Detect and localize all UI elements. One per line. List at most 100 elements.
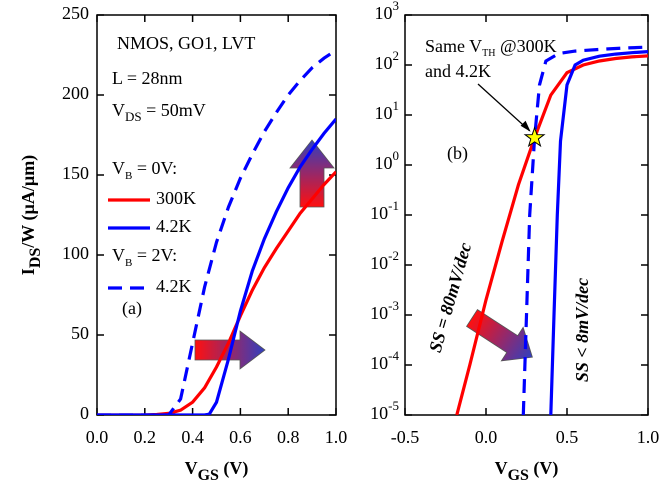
legend-header-part: B	[125, 257, 132, 269]
y-tick-label: 10-3	[370, 298, 399, 323]
y-tick-exponent: -2	[388, 248, 399, 263]
y-tick-label: 10-5	[370, 398, 399, 423]
annotation-part: and 4.2K	[425, 61, 491, 81]
x-axis-label-part: V	[185, 458, 198, 478]
y-tick-exponent: -5	[388, 398, 399, 413]
x-axis-label: VGS (V)	[495, 458, 559, 484]
y-tick-label: 150	[62, 163, 89, 183]
series-line	[455, 54, 648, 415]
x-tick-label: 0.0	[86, 427, 109, 447]
plot-frame-a	[96, 14, 337, 416]
x-tick-label: -0.5	[391, 427, 420, 447]
trend-arrow	[466, 309, 533, 362]
y-tick-base: 10	[375, 53, 393, 73]
x-tick-label: 0.2	[134, 427, 157, 447]
x-tick-label: 0.4	[181, 427, 204, 447]
y-axis-label: IDS/W (µA/µm)	[18, 155, 44, 275]
x-tick-label: 1.0	[325, 427, 348, 447]
legend-header: VB = 0V:	[112, 158, 177, 181]
x-axis-label-part: (V)	[219, 458, 249, 479]
y-tick-base: 10	[370, 353, 388, 373]
y-tick-label: 10-1	[370, 198, 399, 223]
annotation-part: DS	[125, 109, 142, 124]
y-tick-label: 10-4	[370, 348, 399, 373]
y-tick-label: 100	[375, 148, 400, 173]
legend-header: VB = 2V:	[112, 245, 177, 268]
annotation-part: L = 28nm	[112, 68, 182, 88]
y-axis-label-part: /W (µA/µm)	[18, 155, 39, 249]
marker-star	[523, 126, 546, 148]
y-tick-exponent: 1	[393, 98, 400, 113]
y-tick-exponent: 2	[393, 48, 400, 63]
y-tick-exponent: 3	[393, 0, 400, 13]
series-line	[521, 45, 648, 415]
y-tick-exponent: 0	[393, 148, 400, 163]
legend-header-part: = 2V:	[132, 245, 177, 265]
x-axis-label-part: V	[495, 458, 508, 478]
series-line	[97, 48, 336, 415]
pointer-line	[477, 83, 531, 132]
y-axis-label-part: I	[18, 268, 38, 275]
y-tick-base: 10	[370, 253, 388, 273]
annotation: SS < 8mV/dec	[572, 278, 592, 382]
annotation-part: Same V	[425, 36, 482, 56]
series-line	[97, 170, 336, 415]
y-tick-label: 10-2	[370, 248, 399, 273]
annotation: Same VTH @300K	[425, 36, 557, 59]
x-tick-label: 0.5	[556, 427, 579, 447]
y-tick-base: 10	[375, 103, 393, 123]
legend-label: 4.2K	[156, 216, 192, 236]
annotation: VDS = 50mV	[112, 100, 206, 124]
y-tick-exponent: -4	[388, 348, 399, 363]
panel-label: (b)	[447, 143, 468, 164]
annotation: NMOS, GO1, LVT	[117, 33, 255, 53]
annotation-part: @300K	[496, 36, 557, 56]
y-tick-label: 0	[80, 403, 89, 423]
pointer-head	[520, 120, 531, 132]
annotation-part: V	[112, 100, 125, 120]
annotation-part: TH	[482, 48, 495, 59]
y-tick-base: 10	[375, 153, 393, 173]
x-tick-label: 1.0	[637, 427, 660, 447]
y-tick-label: 100	[62, 243, 89, 263]
annotation-part: NMOS, GO1, LVT	[117, 33, 255, 53]
trend-arrow-group	[466, 309, 533, 362]
annotation: SS = 80mV/dec	[425, 240, 475, 354]
x-tick-label: 0.0	[475, 427, 498, 447]
annotation-part: = 50mV	[142, 100, 206, 120]
y-tick-exponent: -1	[388, 198, 399, 213]
y-tick-label: 250	[62, 3, 89, 23]
series-line	[549, 50, 648, 415]
annotation-part: SS = 80mV/dec	[425, 240, 475, 354]
x-tick-label: 0.6	[229, 427, 252, 447]
x-axis-label-part: GS	[198, 467, 219, 484]
y-tick-label: 103	[375, 0, 400, 23]
series-layer	[97, 48, 336, 415]
series-line	[97, 117, 336, 415]
legend-header-part: B	[125, 170, 132, 182]
x-axis-label: VGS (V)	[185, 458, 249, 484]
y-tick-base: 10	[375, 3, 393, 23]
annotation: L = 28nm	[112, 68, 182, 88]
legend-header-part: = 0V:	[132, 158, 177, 178]
legend-header-part: V	[112, 158, 125, 178]
x-axis-label-part: (V)	[529, 458, 559, 479]
y-tick-label: 102	[375, 48, 400, 73]
y-tick-base: 10	[370, 303, 388, 323]
x-axis-label-part: GS	[508, 467, 529, 484]
legend-header-part: V	[112, 245, 125, 265]
x-tick-label: 0.8	[277, 427, 300, 447]
y-tick-label: 50	[71, 323, 89, 343]
y-tick-exponent: -3	[388, 298, 399, 313]
y-tick-base: 10	[370, 403, 388, 423]
y-tick-label: 101	[375, 98, 400, 123]
annotation: and 4.2K	[425, 61, 491, 81]
y-axis-label-part: DS	[27, 248, 44, 269]
y-tick-label: 200	[62, 83, 89, 103]
legend-label: 300K	[156, 188, 196, 208]
annotation-part: SS < 8mV/dec	[572, 278, 592, 382]
panel-label: (a)	[122, 298, 142, 319]
y-tick-base: 10	[370, 203, 388, 223]
legend-label: 4.2K	[156, 276, 192, 296]
